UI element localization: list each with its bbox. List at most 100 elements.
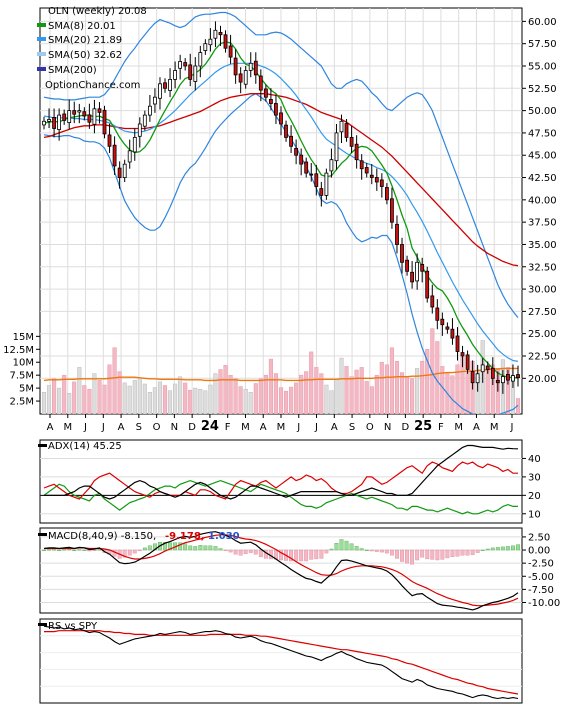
x-tick-label: A [260, 422, 267, 433]
candle-up [142, 114, 147, 127]
volume-bar [374, 374, 379, 414]
macd-histogram-bar [505, 546, 510, 551]
candle-up [57, 114, 61, 130]
macd-histogram-bar [233, 549, 238, 555]
volume-bar [198, 388, 203, 414]
volume-bar [384, 364, 389, 414]
macd-histogram-bar [198, 545, 203, 551]
candle-down [364, 167, 369, 174]
candle-down [314, 173, 319, 187]
macd-histogram-bar [62, 549, 67, 551]
rs-gridlines [40, 635, 522, 687]
candle-down [188, 64, 193, 80]
sma8-line [43, 41, 519, 379]
volume-bar [122, 382, 127, 414]
macd-histogram-bar [344, 540, 349, 551]
x-tick-label: 25 [414, 419, 432, 434]
volume-bar [309, 351, 314, 414]
macd-histogram-bar [87, 549, 92, 552]
candle-up [198, 52, 203, 67]
macd-panel: 2.50 0.00 -2.50 -5.00 -7.50 -10.00 MACD(8,40,… [38, 527, 560, 614]
macd-histogram-bar [258, 549, 263, 558]
macd-histogram-bar [390, 549, 394, 556]
candle-up [178, 61, 183, 69]
x-tick-label: A [473, 422, 480, 433]
volume-bar [67, 393, 72, 414]
macd-histogram-bar [339, 539, 344, 551]
macd-histogram-bar [253, 549, 258, 555]
x-tick-label: O [153, 422, 161, 433]
macd-tick-label: -5.00 [528, 572, 554, 583]
macd-histogram-bar [420, 549, 425, 558]
volume-bar [379, 361, 384, 414]
candle-down [82, 111, 87, 117]
rs-lines [43, 625, 519, 700]
rs-average-line [44, 630, 519, 695]
volume-bar [41, 392, 47, 414]
macd-histogram-bar [460, 549, 465, 556]
candle-down [97, 108, 102, 113]
volume-bar [258, 378, 263, 414]
candle-up [203, 43, 208, 51]
adx-panel: 40 30 20 10 ADX(14) 45.25 [38, 439, 541, 524]
volume-bar [349, 376, 354, 414]
macd-histogram-bar [379, 549, 384, 553]
candle-down [304, 161, 309, 174]
macd-histogram-bar [495, 547, 500, 551]
candle-down [349, 136, 354, 147]
volume-bar [137, 377, 142, 414]
volume-bar [248, 392, 253, 414]
volume-bar [283, 390, 289, 414]
price-tick-label: 52.50 [528, 84, 557, 95]
candle-down [52, 117, 56, 129]
macd-histogram-bar [490, 547, 495, 551]
legend-swatch-sma50 [37, 52, 46, 56]
x-tick-label: S [136, 422, 142, 433]
candle-up [475, 373, 480, 384]
candle-down [238, 73, 243, 83]
candle-down [268, 99, 273, 104]
price-tick-label: 60.00 [528, 17, 557, 28]
candle-down [289, 135, 294, 147]
candle-down [460, 352, 465, 357]
macd-histogram-bar [415, 549, 420, 561]
macd-lines [43, 531, 519, 611]
macd-histogram-bar [97, 549, 102, 551]
macd-histogram-bar [299, 549, 304, 562]
x-tick-label: M [454, 422, 463, 433]
macd-histogram-bar [445, 549, 450, 559]
x-tick-label: A [47, 422, 54, 433]
x-tick-label: M [490, 422, 499, 433]
macd-histogram-bar [435, 549, 440, 561]
candle-down [430, 295, 435, 308]
volume-tick-label: 7.5M [9, 371, 34, 382]
candle-down [102, 109, 107, 135]
macd-histogram-bar [374, 549, 379, 552]
candle-up [415, 261, 420, 282]
price-tick-label: 50.00 [528, 106, 557, 117]
candle-up [339, 120, 344, 133]
macd-histogram-bar [500, 546, 505, 551]
volume-bar [102, 384, 107, 414]
adx-tick-label: 20 [528, 491, 541, 502]
legend-sma200: SMA(200) [48, 65, 97, 76]
x-tick-label: M [63, 422, 72, 433]
x-tick-label: J [314, 422, 318, 433]
volume-tick-label: 10M [13, 358, 34, 369]
volume-bar [485, 369, 490, 414]
adx-tick-label: 10 [528, 509, 541, 520]
volume-bars [41, 328, 521, 414]
volume-bar [46, 385, 52, 414]
x-tick-label: S [349, 422, 355, 433]
candle-up [168, 79, 173, 91]
volume-bar [369, 386, 374, 414]
volume-tick-label: 5M [19, 384, 34, 395]
volume-bar [167, 390, 173, 414]
candle-up [122, 163, 127, 178]
macd-tick-label: 2.50 [528, 532, 550, 543]
macd-histogram-bar [465, 549, 470, 556]
macd-axis-ticks: 2.50 0.00 -2.50 -5.00 -7.50 -10.00 [522, 532, 560, 609]
candle-down [183, 62, 188, 67]
volume-bar [389, 347, 394, 414]
